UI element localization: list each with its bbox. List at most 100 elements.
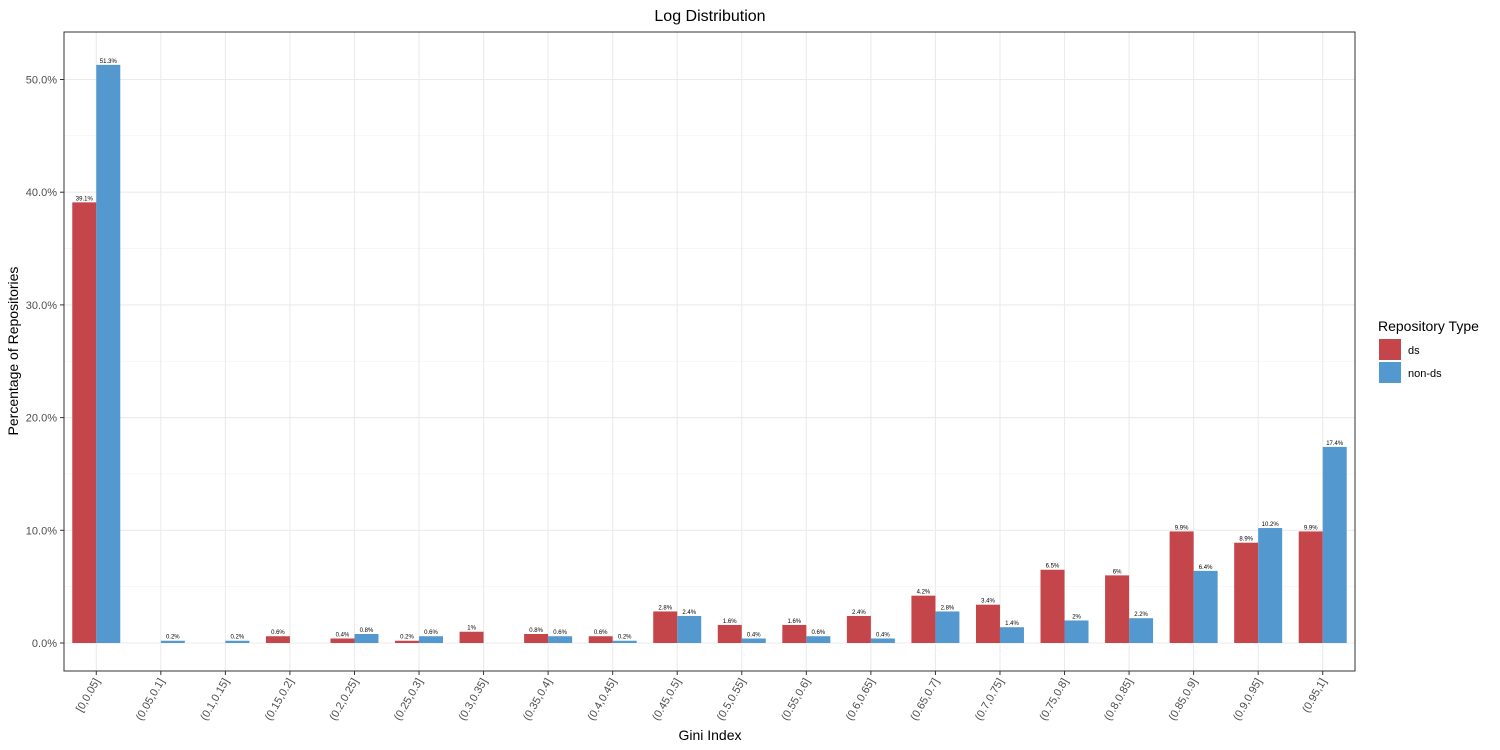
x-tick-label: (0.15,0.2] <box>263 677 297 723</box>
data-label: 6.4% <box>1199 565 1213 571</box>
grid <box>64 32 1355 671</box>
x-tick-label: (0.3,0.35] <box>457 677 491 723</box>
x-tick-label: (0.8,0.85] <box>1102 677 1136 723</box>
bar-non-ds <box>225 640 250 643</box>
x-tick-label: (0.5,0.55] <box>715 677 749 723</box>
x-tick-label: (0.6,0.65] <box>844 677 878 723</box>
legend: Repository Type ds non-ds <box>1378 318 1479 383</box>
bar-ds <box>1234 542 1259 643</box>
bar-non-ds <box>999 627 1024 643</box>
bar-non-ds <box>354 633 379 643</box>
data-label: 17.4% <box>1326 441 1344 447</box>
data-label: 1.6% <box>723 619 737 625</box>
bar-non-ds <box>612 640 637 643</box>
x-tick-label: (0.7,0.75] <box>973 677 1007 723</box>
y-tick-label: 20.0% <box>26 413 57 425</box>
bar-non-ds <box>1258 528 1283 643</box>
legend-title: Repository Type <box>1378 318 1479 334</box>
bar-non-ds <box>1129 618 1154 643</box>
bar-non-ds <box>1193 570 1218 643</box>
data-label: 2% <box>1072 614 1081 620</box>
bar-non-ds <box>548 636 573 643</box>
data-label: 0.6% <box>594 630 608 636</box>
bars <box>72 64 1347 643</box>
x-tick-label: (0.4,0.45] <box>586 677 620 723</box>
bar-non-ds <box>160 640 185 643</box>
bar-non-ds <box>806 636 831 643</box>
y-axis: 0.0% 10.0% 20.0% 30.0% 40.0% 50.0% <box>26 75 64 650</box>
bar-non-ds <box>1322 446 1347 643</box>
x-tick-label: (0.2,0.25] <box>327 677 361 723</box>
bar-non-ds <box>870 638 895 643</box>
bar-ds <box>911 595 936 643</box>
data-label: 0.2% <box>400 635 414 641</box>
data-label: 0.8% <box>360 628 374 634</box>
y-tick-label: 10.0% <box>26 525 57 537</box>
data-label: 2.4% <box>682 610 696 616</box>
data-label: 8.9% <box>1239 537 1253 543</box>
data-label: 0.6% <box>271 630 285 636</box>
bar-ds <box>1105 575 1130 643</box>
data-label: 9.9% <box>1175 525 1189 531</box>
x-tick-label: (0.1,0.15] <box>198 677 232 723</box>
data-label: 0.6% <box>424 630 438 636</box>
x-tick-label: (0.55,0.6] <box>779 677 813 723</box>
bar-non-ds <box>1064 620 1089 643</box>
x-axis-title: Gini Index <box>678 727 741 743</box>
bar-ds <box>846 615 871 643</box>
data-label: 1% <box>467 626 476 632</box>
bar-ds <box>1298 531 1323 643</box>
data-label: 2.4% <box>852 610 866 616</box>
bar-ds <box>653 611 678 643</box>
data-labels: 39.1% 51.3% 0.2% 0.2% 0.6% 0.4% 0.8% 0.2% 0.6% 1%… <box>76 59 1344 641</box>
x-tick-label: (0.85,0.9] <box>1167 677 1201 723</box>
bar-ds <box>330 638 355 643</box>
data-label: 0.2% <box>166 635 180 641</box>
data-label: 3.4% <box>981 599 995 605</box>
data-label: 0.2% <box>618 635 632 641</box>
x-tick-label: (0.65,0.7] <box>908 677 942 723</box>
x-tick-label: (0.25,0.3] <box>392 677 426 723</box>
bar-non-ds <box>935 611 960 643</box>
x-tick-label: (0.35,0.4] <box>521 677 555 723</box>
data-label: 6.5% <box>1046 564 1060 570</box>
y-tick-label: 40.0% <box>26 187 57 199</box>
bar-ds <box>524 633 549 643</box>
data-label: 2.8% <box>658 605 672 611</box>
data-label: 0.4% <box>336 632 350 638</box>
data-label: 0.6% <box>553 630 567 636</box>
x-tick-label: (0.95,1] <box>1300 677 1329 715</box>
bar-non-ds <box>96 64 121 643</box>
data-label: 0.6% <box>811 630 825 636</box>
data-label: 0.4% <box>747 632 761 638</box>
bar-ds <box>459 631 484 643</box>
legend-swatch-non-ds <box>1379 362 1401 383</box>
data-label: 39.1% <box>76 196 94 202</box>
y-tick-label: 0.0% <box>32 638 57 650</box>
bar-ds <box>1040 569 1065 643</box>
bar-ds <box>975 604 1000 643</box>
data-label: 2.8% <box>941 605 955 611</box>
bar-ds <box>588 636 613 643</box>
y-tick-label: 30.0% <box>26 300 57 312</box>
x-tick-label: (0.75,0.8] <box>1037 677 1071 723</box>
legend-label: non-ds <box>1408 368 1442 380</box>
x-tick-label: (0.45,0.5] <box>650 677 684 723</box>
legend-swatch-ds <box>1379 339 1401 360</box>
legend-label: ds <box>1408 345 1420 357</box>
data-label: 4.2% <box>917 590 931 596</box>
x-tick-label: [0,0.05] <box>74 677 103 715</box>
data-label: 0.8% <box>529 628 543 634</box>
y-tick-label: 50.0% <box>26 75 57 87</box>
data-label: 0.2% <box>231 635 245 641</box>
y-axis-title: Percentage of Repositories <box>5 267 21 436</box>
bar-ds <box>1169 531 1194 643</box>
data-label: 51.3% <box>100 59 118 65</box>
data-label: 9.9% <box>1304 525 1318 531</box>
data-label: 2.2% <box>1134 612 1148 618</box>
bar-ds <box>717 624 742 643</box>
data-label: 1.4% <box>1005 621 1019 627</box>
bar-ds <box>395 640 420 643</box>
bar-ds <box>72 202 97 643</box>
